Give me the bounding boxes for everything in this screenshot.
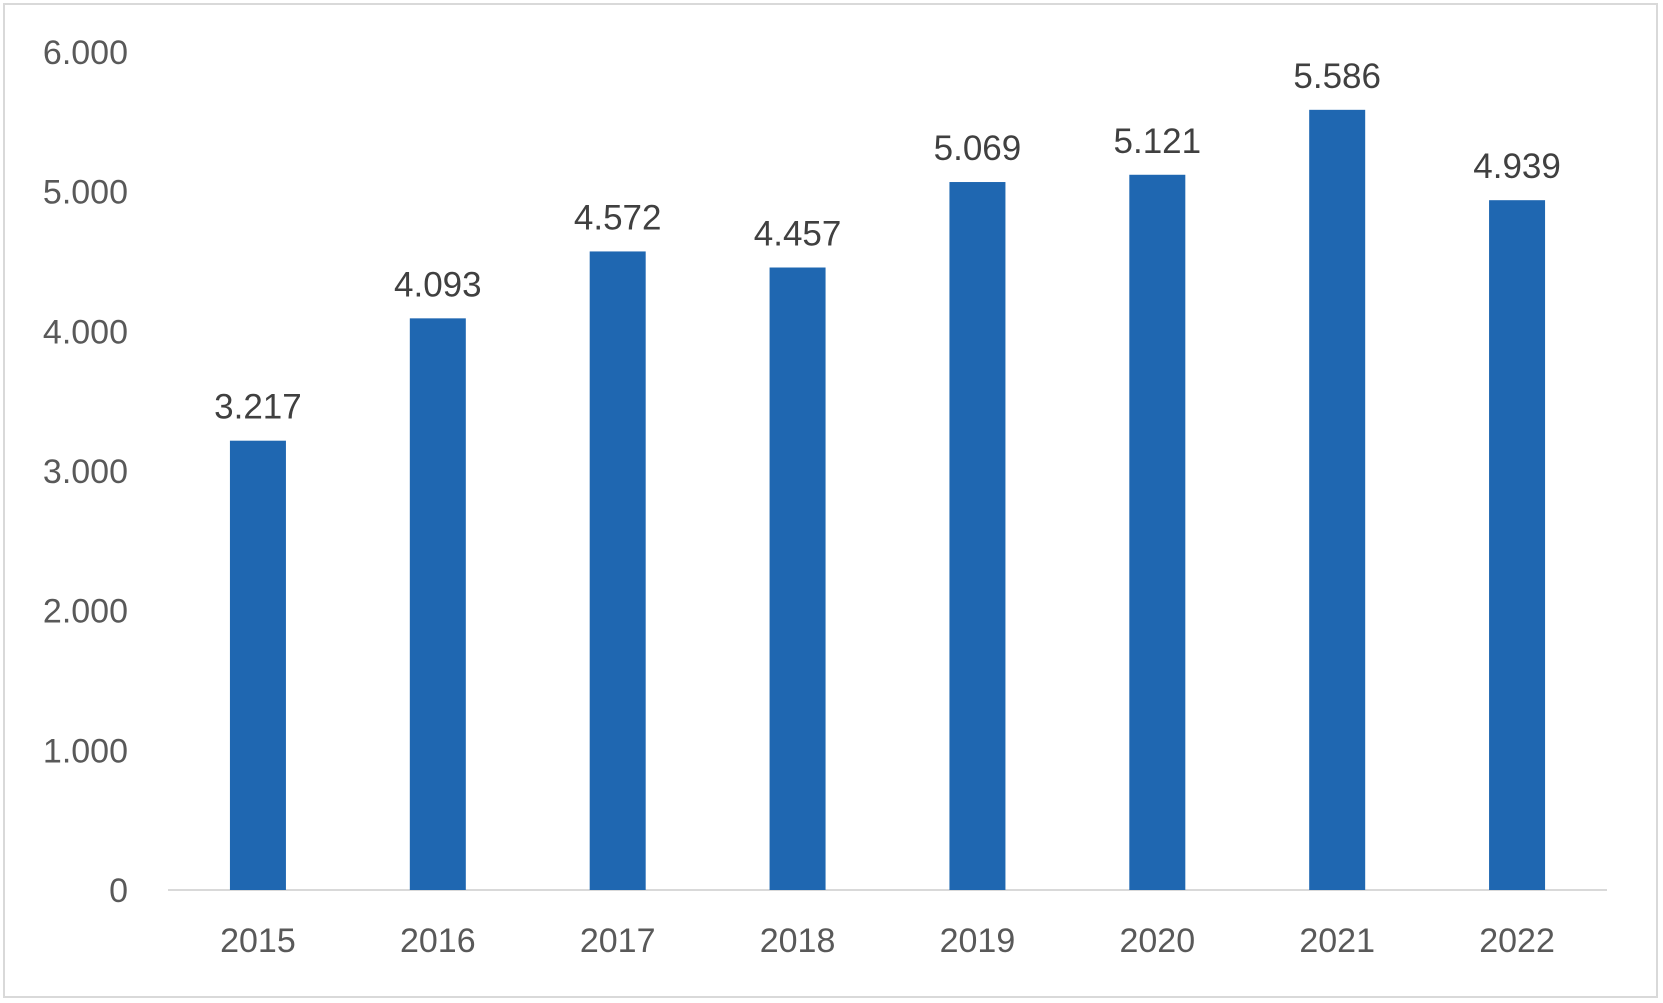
bar <box>1129 174 1186 891</box>
data-label: 4.939 <box>1473 147 1561 186</box>
data-label: 3.217 <box>214 388 302 427</box>
bar <box>1309 109 1366 890</box>
y-axis-ticks: 0 1.000 2.000 3.000 4.000 5.000 6.000 <box>43 34 128 910</box>
x-tick-label: 2021 <box>1299 922 1375 960</box>
bar <box>1489 200 1546 890</box>
x-tick-label: 2019 <box>940 922 1016 960</box>
data-label: 4.457 <box>754 215 842 254</box>
data-label: 5.121 <box>1114 122 1202 161</box>
y-tick-label: 6.000 <box>43 34 128 72</box>
y-tick-label: 1.000 <box>43 732 128 770</box>
data-label: 5.069 <box>934 129 1022 168</box>
bar <box>949 182 1006 890</box>
x-axis-ticks: 2015 2016 2017 2018 2019 2020 2021 2022 <box>220 922 1555 960</box>
bar <box>409 318 466 890</box>
bar <box>229 440 286 890</box>
bar <box>589 251 646 891</box>
x-tick-label: 2016 <box>400 922 476 960</box>
data-labels: 3.217 4.093 4.572 4.457 5.069 5.121 5.586 4.939 <box>214 57 1561 427</box>
x-tick-label: 2022 <box>1479 922 1555 960</box>
data-label: 4.093 <box>394 265 482 304</box>
x-tick-label: 2020 <box>1119 922 1195 960</box>
y-tick-label: 0 <box>109 872 128 910</box>
y-tick-label: 5.000 <box>43 174 128 212</box>
data-label: 4.572 <box>574 198 662 237</box>
y-tick-label: 3.000 <box>43 453 128 491</box>
x-tick-label: 2017 <box>580 922 656 960</box>
y-tick-label: 4.000 <box>43 313 128 351</box>
x-tick-label: 2018 <box>760 922 836 960</box>
data-label: 5.586 <box>1293 57 1381 96</box>
y-tick-label: 2.000 <box>43 593 128 631</box>
x-tick-label: 2015 <box>220 922 296 960</box>
bar <box>769 267 826 890</box>
bars <box>229 109 1546 891</box>
